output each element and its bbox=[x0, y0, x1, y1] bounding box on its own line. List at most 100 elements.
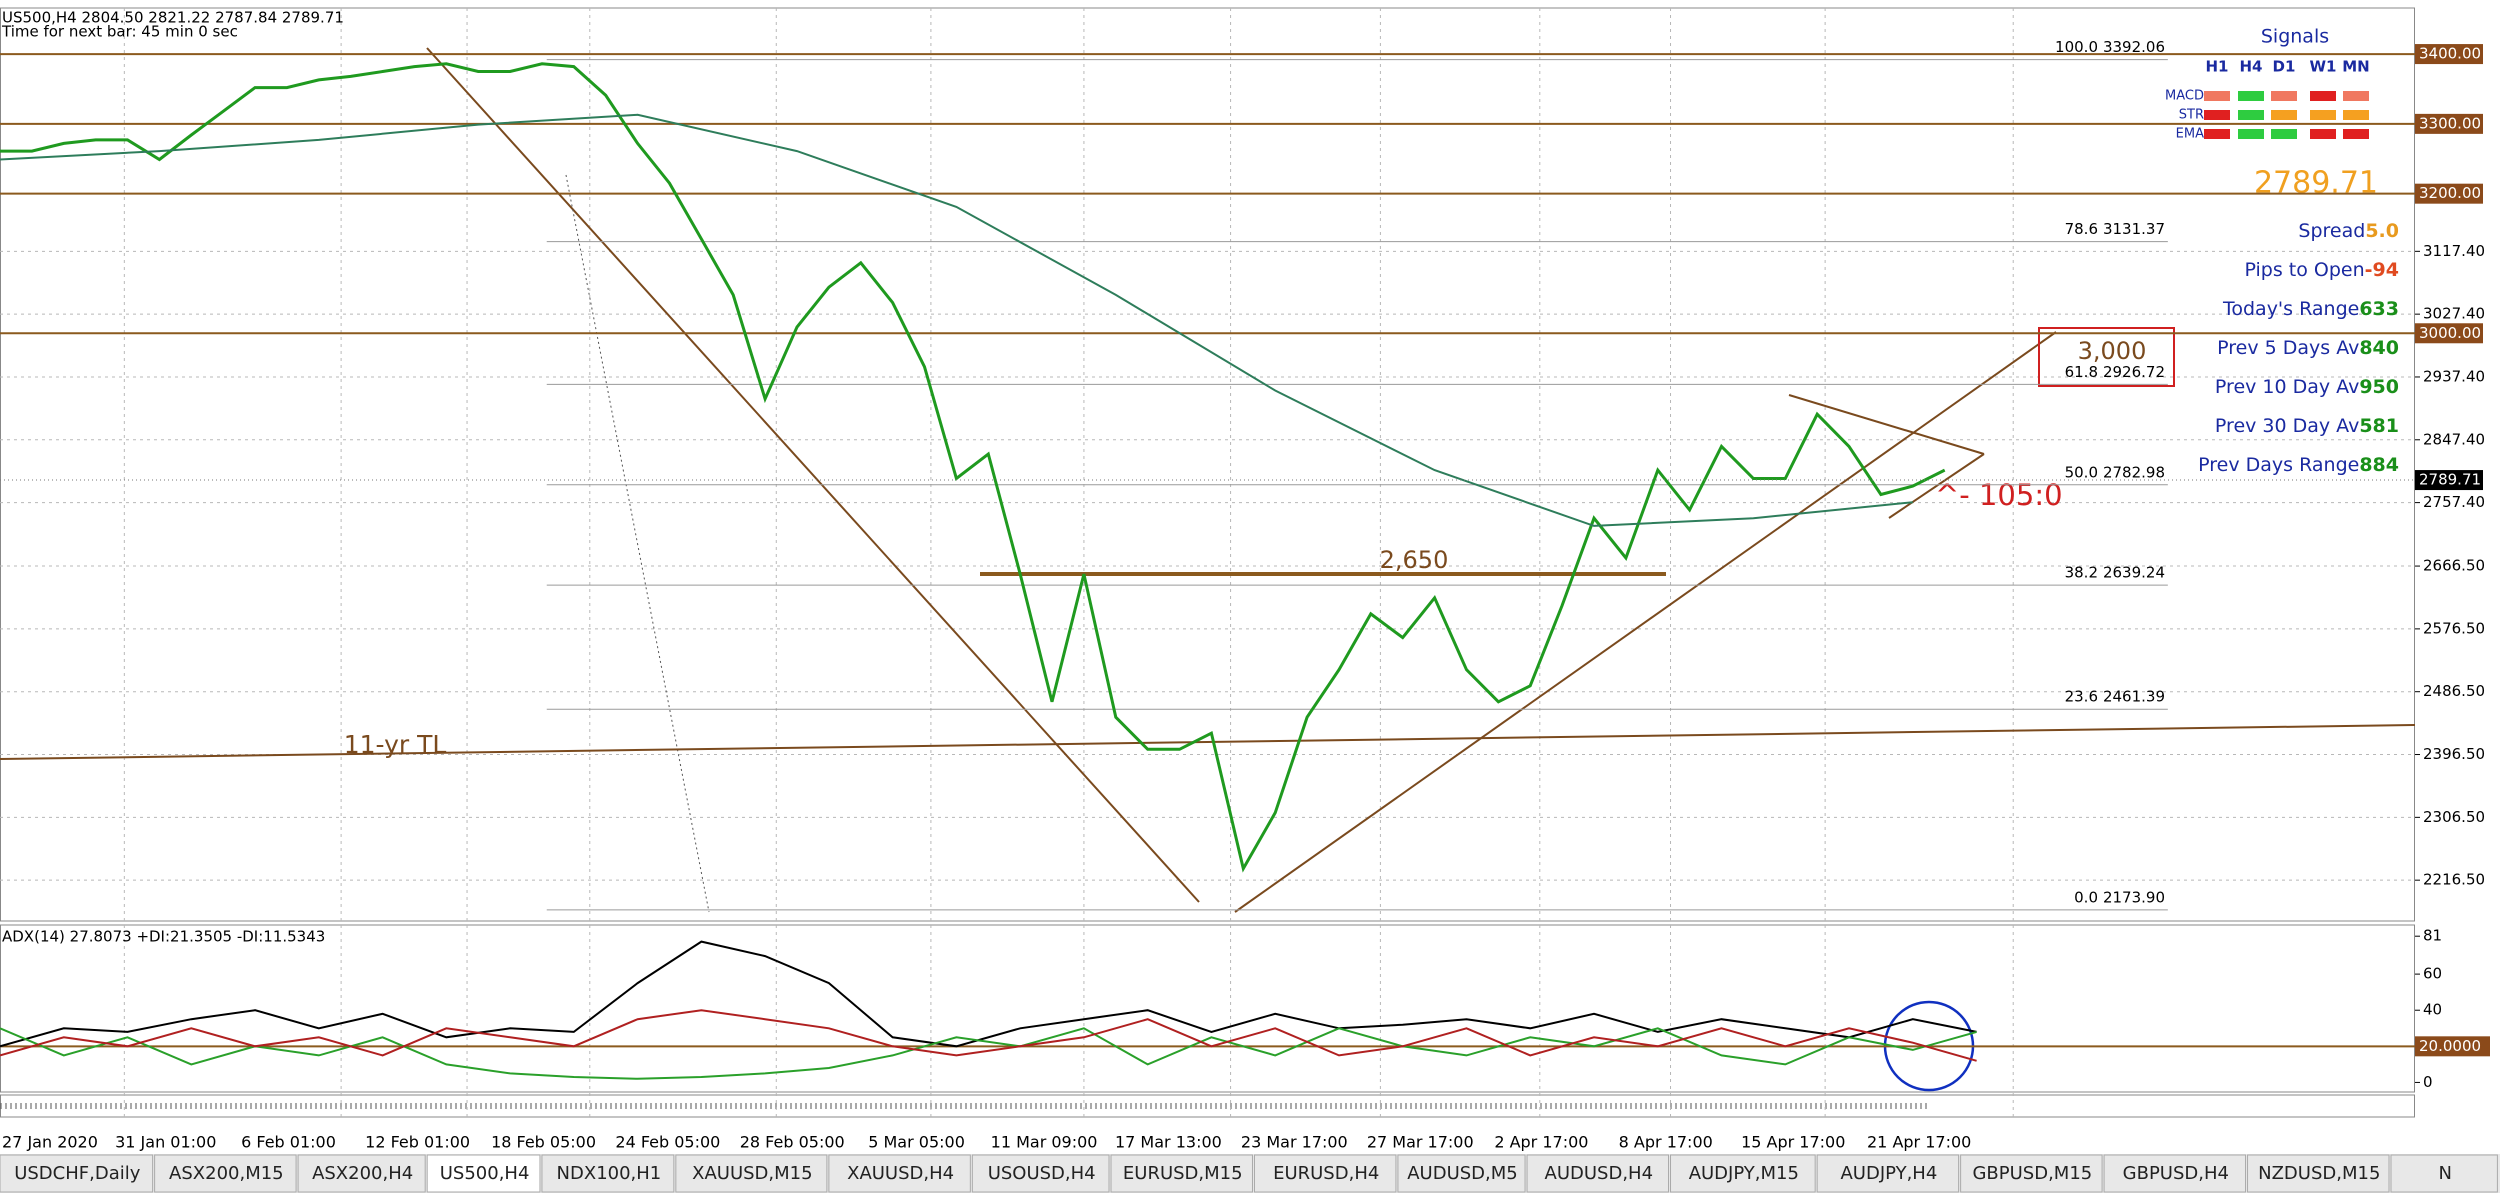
y-tick-label: 3117.40 bbox=[2423, 242, 2485, 260]
tab[interactable] bbox=[0, 1154, 154, 1193]
tab[interactable] bbox=[2247, 1154, 2390, 1193]
signal-cell bbox=[2204, 91, 2230, 101]
x-tick-label: 24 Feb 05:00 bbox=[615, 1133, 720, 1152]
tab-label: XAUUSD,M15 bbox=[692, 1163, 812, 1184]
x-tick-label: 11 Mar 09:00 bbox=[991, 1133, 1098, 1152]
tab[interactable] bbox=[828, 1154, 971, 1193]
stat-line: Prev 30 Day Av581 bbox=[2215, 415, 2399, 437]
signal-cell bbox=[2310, 129, 2336, 139]
price-panel bbox=[0, 7, 2415, 922]
x-tick-label: 17 Mar 13:00 bbox=[1115, 1133, 1222, 1152]
last-price-label: 2789.71 bbox=[2419, 471, 2481, 489]
chart-header: US500,H4 2804.50 2821.22 2787.84 2789.71 bbox=[2, 9, 344, 27]
level-label: 3200.00 bbox=[2419, 184, 2481, 202]
stat-label: Prev 10 Day Av bbox=[2215, 376, 2359, 398]
tab[interactable] bbox=[154, 1154, 297, 1193]
tab[interactable] bbox=[1960, 1154, 2103, 1193]
y-tick-label: 2757.40 bbox=[2423, 493, 2485, 511]
level-box bbox=[2415, 113, 2483, 134]
stat-value: 950 bbox=[2359, 376, 2399, 398]
stat-line: Prev 5 Days Av840 bbox=[2217, 337, 2399, 359]
tab-label: GBPUSD,M15 bbox=[1972, 1163, 2092, 1184]
stat-line: Prev Days Range884 bbox=[2198, 454, 2399, 476]
stat-line: Pips to Open-94 bbox=[2244, 259, 2399, 281]
tab[interactable] bbox=[1816, 1154, 1960, 1193]
signal-cell bbox=[2271, 91, 2297, 101]
stat-line: Prev 10 Day Av950 bbox=[2215, 376, 2399, 398]
level-box bbox=[2415, 183, 2483, 204]
y-tick-label: 2216.50 bbox=[2423, 871, 2485, 889]
tab-label: EURUSD,M15 bbox=[1123, 1163, 1243, 1184]
signal-row-label: EMA bbox=[2176, 127, 2204, 142]
y-tick-label: 2396.50 bbox=[2423, 745, 2485, 763]
series-line bbox=[0, 940, 1977, 1048]
tab-label: NZDUSD,M15 bbox=[2258, 1163, 2380, 1184]
tab-label: AUDUSD,H4 bbox=[1545, 1163, 1654, 1184]
x-tick-label: 21 Apr 17:00 bbox=[1867, 1133, 1971, 1152]
x-tick-label: 27 Jan 2020 bbox=[2, 1133, 98, 1152]
stat-label: Prev 30 Day Av bbox=[2215, 415, 2359, 437]
level-label: 3400.00 bbox=[2419, 45, 2481, 63]
level-box bbox=[2415, 44, 2483, 65]
target-box bbox=[2038, 327, 2175, 387]
last-price-box bbox=[2415, 470, 2483, 491]
tab-label: US500,H4 bbox=[440, 1163, 530, 1184]
series-line bbox=[0, 1009, 1977, 1062]
tab[interactable] bbox=[2103, 1154, 2247, 1193]
stat-label: Prev 5 Days Av bbox=[2217, 337, 2359, 359]
tab[interactable] bbox=[2390, 1154, 2498, 1193]
tab[interactable] bbox=[541, 1154, 675, 1193]
signal-cell bbox=[2310, 110, 2336, 120]
fib-price: 2926.72 bbox=[2103, 363, 2165, 381]
x-tick-label: 18 Feb 05:00 bbox=[491, 1133, 596, 1152]
bar-timer: Time for next bar: 45 min 0 sec bbox=[1, 23, 238, 41]
series-line bbox=[0, 1027, 1977, 1080]
tab[interactable] bbox=[675, 1154, 828, 1193]
signal-cell bbox=[2238, 129, 2264, 139]
tab[interactable] bbox=[1397, 1154, 1526, 1193]
y-tick-label: 40 bbox=[2423, 1001, 2442, 1019]
level-label: 20.0000 bbox=[2419, 1037, 2481, 1055]
fib-level: 78.6 bbox=[2065, 220, 2098, 238]
series-line bbox=[0, 113, 1913, 527]
signal-column: H1 bbox=[2206, 58, 2229, 76]
signals-title: Signals bbox=[2261, 26, 2329, 48]
signal-column: D1 bbox=[2273, 58, 2296, 76]
tab[interactable] bbox=[1253, 1154, 1397, 1193]
stat-value: 840 bbox=[2359, 337, 2399, 359]
tab[interactable] bbox=[1110, 1154, 1253, 1193]
tab-label: USDCHF,Daily bbox=[14, 1163, 141, 1184]
tab[interactable] bbox=[971, 1154, 1110, 1193]
tab-label: GBPUSD,H4 bbox=[2123, 1163, 2229, 1184]
tab-label: ASX200,H4 bbox=[312, 1163, 413, 1184]
stat-value: 581 bbox=[2359, 415, 2399, 437]
y-tick-label: 2576.50 bbox=[2423, 619, 2485, 637]
tab-label: AUDJPY,M15 bbox=[1689, 1163, 1799, 1184]
y-tick-label: 60 bbox=[2423, 965, 2442, 983]
fib-level: 23.6 bbox=[2065, 688, 2098, 706]
annotation: 3,000 bbox=[2078, 337, 2147, 365]
tab-label: USOUSD,H4 bbox=[988, 1163, 1096, 1184]
stat-label: Today's Range bbox=[2222, 298, 2359, 320]
signal-cell bbox=[2238, 91, 2264, 101]
tab-label: NDX100,H1 bbox=[557, 1163, 662, 1184]
annotation: 11-yr TL bbox=[344, 730, 447, 759]
dotted-line bbox=[565, 174, 710, 913]
level-label: 3000.00 bbox=[2419, 324, 2481, 342]
x-tick-label: 23 Mar 17:00 bbox=[1241, 1133, 1348, 1152]
fib-level: 61.8 bbox=[2065, 363, 2098, 381]
tab[interactable] bbox=[297, 1154, 426, 1193]
signal-column: MN bbox=[2342, 58, 2369, 76]
stat-value: 633 bbox=[2359, 298, 2399, 320]
tab[interactable] bbox=[426, 1154, 541, 1193]
signal-cell bbox=[2343, 129, 2369, 139]
tab[interactable] bbox=[1526, 1154, 1670, 1193]
tab-label: N bbox=[2438, 1163, 2451, 1184]
stat-label: Spread bbox=[2298, 220, 2365, 242]
stat-label: Pips to Open bbox=[2244, 259, 2364, 281]
triangle-bottom bbox=[1888, 453, 1985, 519]
tab[interactable] bbox=[1670, 1154, 1816, 1193]
fib-level: 100.0 bbox=[2055, 38, 2098, 56]
